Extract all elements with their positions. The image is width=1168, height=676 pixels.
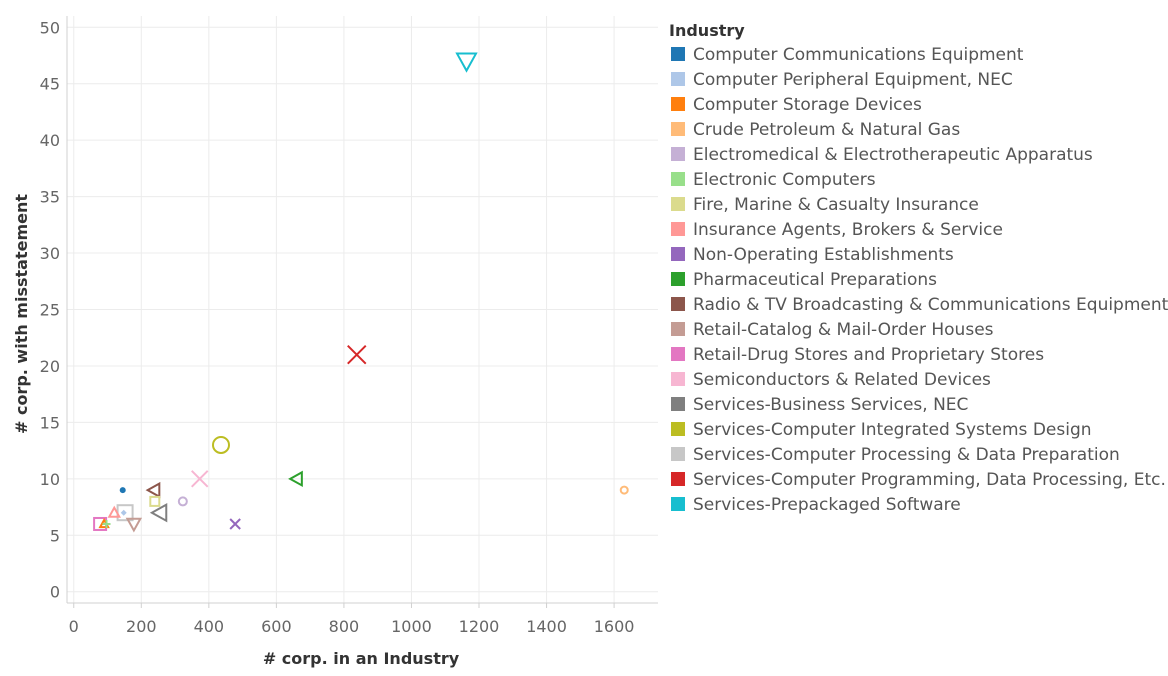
x-tick-label: 1000 [391,617,432,636]
legend-swatch [671,247,685,261]
data-point [119,487,126,494]
data-point [102,519,111,528]
data-point [149,495,161,507]
legend-entry-label: Non-Operating Establishments [693,245,954,265]
data-point [455,52,478,73]
legend-swatch [671,322,685,336]
legend-entry-label: Insurance Agents, Brokers & Service [693,220,1003,240]
data-point [125,517,143,533]
legend-swatch [671,47,685,61]
legend-swatch [671,172,685,186]
data-point [107,505,121,518]
data-point [120,509,127,516]
legend-entry-label: Pharmaceutical Preparations [693,270,937,290]
y-tick-label: 40 [40,131,60,150]
legend-swatch [671,472,685,486]
legend-entry-label: Computer Communications Equipment [693,45,1024,65]
y-tick-label: 15 [40,413,60,432]
data-point [229,518,241,530]
legend-entry-label: Electromedical & Electrotherapeutic Appa… [693,145,1093,165]
x-tick-label: 800 [329,617,360,636]
axes: 0 5 10 15 20 25 30 35 40 45 50 0 200 400 600 800 1000 120… [40,16,658,636]
data-points [93,52,629,533]
legend-entry-label: Retail-Drug Stores and Proprietary Store… [693,345,1044,365]
legend-swatch [671,297,685,311]
legend-swatch [671,147,685,161]
legend: Industry Computer Communications Equipme… [669,21,1168,515]
data-point [149,502,168,523]
legend-entry-label: Services-Computer Processing & Data Prep… [693,445,1120,465]
legend-entry-label: Retail-Catalog & Mail-Order Houses [693,320,994,340]
y-tick-label: 50 [40,18,60,37]
legend-swatch [671,372,685,386]
x-tick-label: 600 [261,617,292,636]
x-tick-label: 0 [69,617,79,636]
y-tick-label: 5 [50,526,60,545]
legend-entry-label: Fire, Marine & Casualty Insurance [693,195,979,215]
x-tick-label: 1600 [594,617,635,636]
x-tick-label: 200 [126,617,157,636]
legend-entry-label: Electronic Computers [693,170,876,190]
legend-entry-label: Computer Peripheral Equipment, NEC [693,70,1013,90]
x-tick-label: 400 [194,617,225,636]
legend-swatch [671,222,685,236]
legend-swatch [671,197,685,211]
legend-entry-label: Services-Prepackaged Software [693,495,961,515]
x-tick-label: 1400 [526,617,567,636]
legend-swatch [671,397,685,411]
y-axis-label: # corp. with misstatement [12,194,31,434]
data-point [619,485,629,495]
legend-swatch [671,447,685,461]
legend-swatch [671,347,685,361]
legend-entry-label: Services-Computer Integrated Systems Des… [693,420,1092,440]
y-tick-label: 30 [40,244,60,263]
data-point [145,481,161,499]
y-tick-label: 10 [40,470,60,489]
y-tick-label: 35 [40,188,60,207]
legend-entry-label: Radio & TV Broadcasting & Communications… [693,295,1168,315]
legend-swatch [671,422,685,436]
legend-entry-label: Crude Petroleum & Natural Gas [693,120,960,140]
data-point [177,496,188,507]
legend-swatch [671,72,685,86]
legend-swatch [671,497,685,511]
data-point [347,344,367,365]
grid-lines [67,16,658,603]
y-tick-label: 25 [40,301,60,320]
y-tick-label: 20 [40,357,60,376]
legend-swatch [671,97,685,111]
legend-entry-label: Services-Business Services, NEC [693,395,968,415]
legend-swatch [671,122,685,136]
y-tick-label: 45 [40,75,60,94]
x-axis-label: # corp. in an Industry [263,649,460,668]
legend-entry-label: Semiconductors & Related Devices [693,370,991,390]
y-tick-label: 0 [50,583,60,602]
data-point [288,470,303,488]
legend-swatch [671,272,685,286]
x-tick-label: 1200 [459,617,500,636]
legend-entry-label: Computer Storage Devices [693,95,922,115]
legend-entry-label: Services-Computer Programming, Data Proc… [693,470,1166,490]
legend-title: Industry [669,21,745,40]
data-point [191,470,209,488]
data-point [211,435,230,454]
